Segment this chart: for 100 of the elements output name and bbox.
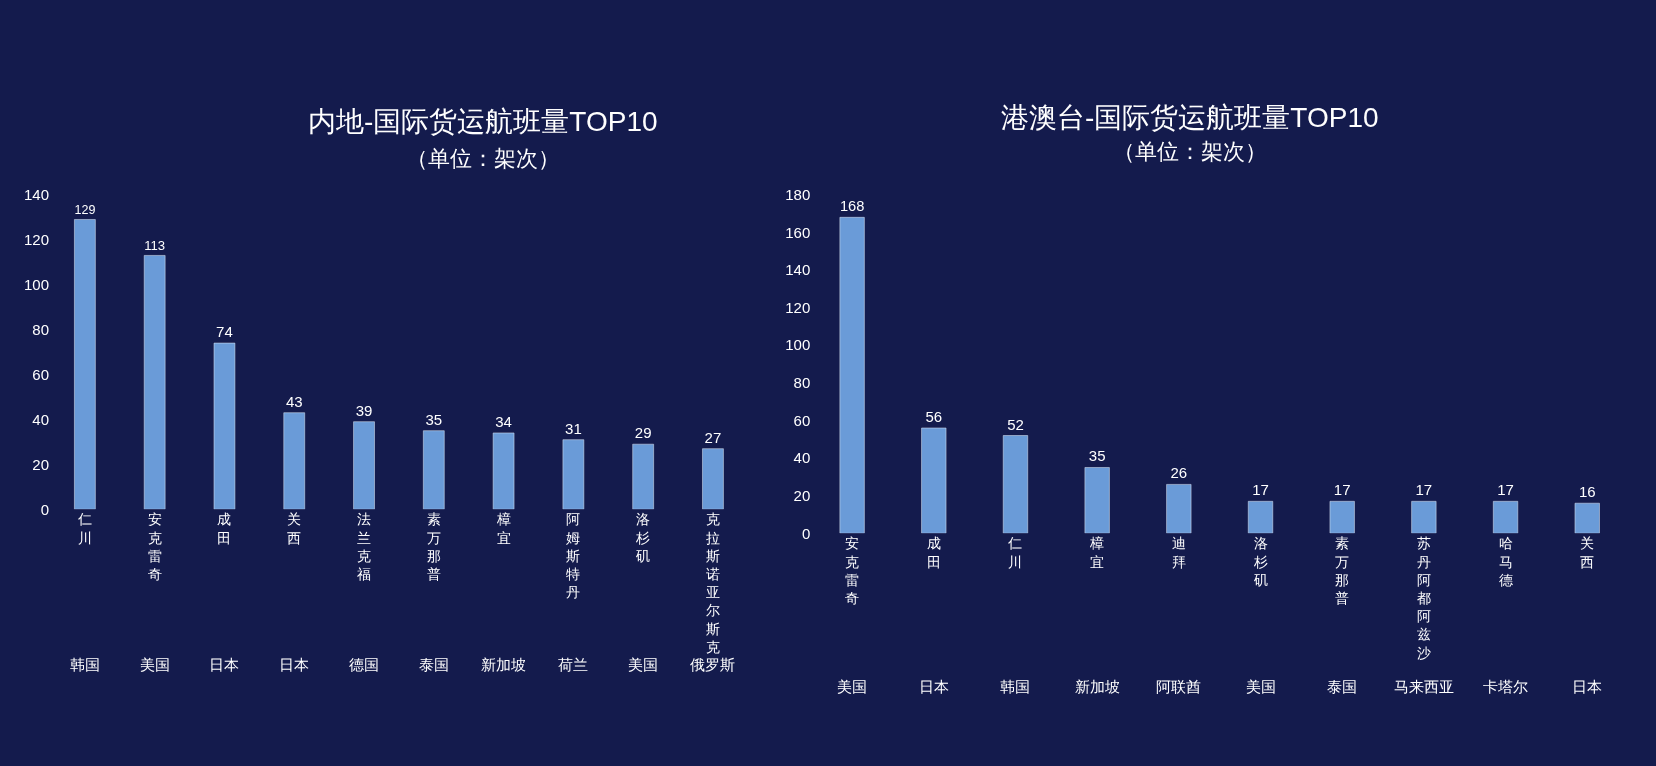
y-tick-label: 0 (801, 524, 811, 542)
text: 荷兰 (558, 656, 588, 673)
bar (283, 412, 305, 510)
data-label: 17 (1497, 481, 1514, 499)
y-tick-label: 100 (23, 275, 49, 293)
x-tick-label: 素万那普 (426, 511, 441, 582)
data-label: 26 (1170, 464, 1188, 482)
x-tick-label: 樟宜 (1089, 535, 1105, 570)
x-tick-label: 仁川 (1007, 535, 1023, 570)
x-tick-label: 苏丹阿都阿兹沙 (1416, 535, 1431, 661)
bar (143, 255, 166, 510)
data-label: 29 (634, 424, 652, 442)
x-tick-label: 安克雷奇 (845, 535, 860, 606)
x-tick-label: 哈马德 (1498, 535, 1513, 588)
x-tick-label: 迪拜 (1171, 535, 1186, 570)
x-tick-label: 洛杉矶 (635, 511, 651, 564)
y-tick-label: 20 (793, 486, 811, 504)
bar (1002, 435, 1028, 534)
x-tick-label: 克拉斯诺亚尔斯克 (705, 511, 720, 655)
bar (702, 448, 724, 510)
x-tick-label: 关西 (1580, 535, 1595, 570)
data-label: 17 (1252, 481, 1269, 499)
data-label: 31 (565, 419, 582, 437)
bar (1084, 467, 1110, 534)
text: 美国 (628, 656, 658, 673)
bar (1329, 501, 1355, 534)
y-tick-label: 160 (785, 223, 811, 241)
chart-title: 内地-国际货运航班量TOP10 (308, 106, 658, 137)
text: 马来西亚 (1394, 678, 1454, 695)
chart-title: 港澳台-国际货运航班量TOP10 (1001, 102, 1379, 133)
bar (562, 439, 585, 510)
y-tick-label: 60 (793, 411, 811, 429)
text: 韩国 (70, 656, 100, 673)
x-tick-label: 素万那普 (1335, 535, 1350, 606)
x-tick-label: 洛杉矶 (1252, 535, 1268, 588)
bar (1493, 501, 1519, 534)
y-tick-label: 60 (32, 365, 49, 383)
text: 泰国 (1327, 678, 1357, 695)
y-tick-label: 40 (32, 410, 49, 428)
text: 美国 (140, 656, 170, 673)
x-tick-label: 阿姆斯特丹 (566, 511, 581, 601)
x-tick-label: 仁川 (76, 511, 92, 546)
x-tick-label: 关西 (287, 511, 302, 546)
bar (492, 432, 515, 510)
x-tick-label: 安克雷奇 (147, 511, 162, 582)
y-tick-label: 0 (40, 500, 49, 518)
x-tick-label: 成田 (926, 535, 941, 570)
y-tick-label: 120 (785, 298, 811, 316)
text: 日本 (209, 656, 239, 673)
text: 韩国 (1000, 678, 1030, 695)
y-tick-label: 140 (785, 261, 811, 279)
bar (632, 443, 654, 510)
bar (1411, 501, 1437, 534)
data-label: 168 (839, 198, 865, 215)
text: 新加坡 (1075, 678, 1120, 695)
bar (353, 421, 375, 510)
bar (423, 430, 445, 510)
data-label: 17 (1333, 481, 1351, 499)
bar (1574, 502, 1600, 534)
x-tick-label: 法兰克福 (357, 511, 372, 582)
text: 日本 (1572, 678, 1602, 695)
text: 阿联酋 (1156, 678, 1201, 695)
data-label: 52 (1007, 415, 1024, 433)
data-label: 43 (285, 392, 303, 410)
bar (1166, 484, 1192, 534)
text: 卡塔尔 (1483, 678, 1528, 695)
chart-subtitle: （单位：架次） (406, 146, 560, 171)
y-tick-label: 140 (23, 186, 49, 203)
y-tick-label: 180 (785, 186, 811, 203)
data-label: 17 (1415, 481, 1433, 499)
data-label: 34 (495, 412, 512, 430)
data-label: 74 (216, 323, 233, 341)
x-tick-label: 樟宜 (495, 511, 511, 546)
chart-subtitle: （单位：架次） (1113, 139, 1267, 164)
data-label: 16 (1578, 483, 1596, 501)
data-label: 113 (144, 237, 166, 253)
text: 俄罗斯 (690, 656, 735, 673)
data-label: 35 (1088, 447, 1106, 465)
text: 日本 (919, 678, 949, 695)
data-label: 39 (355, 401, 373, 419)
y-tick-label: 40 (793, 449, 811, 467)
data-label: 129 (74, 202, 96, 217)
bar (1248, 501, 1274, 534)
text: 美国 (1246, 678, 1276, 695)
data-label: 35 (425, 410, 443, 428)
text: 日本 (279, 656, 309, 673)
text: 美国 (837, 678, 867, 695)
x-tick-label: 成田 (217, 511, 232, 546)
y-tick-label: 80 (793, 374, 811, 392)
text: 泰国 (419, 656, 449, 673)
y-tick-label: 80 (32, 320, 49, 338)
y-tick-label: 20 (32, 455, 49, 473)
bar (921, 427, 947, 534)
bar (839, 217, 865, 534)
data-label: 56 (925, 407, 943, 425)
bar (74, 219, 96, 510)
y-tick-label: 100 (785, 336, 811, 354)
text: 新加坡 (481, 656, 526, 673)
bar (213, 342, 236, 510)
text: 德国 (349, 656, 379, 673)
